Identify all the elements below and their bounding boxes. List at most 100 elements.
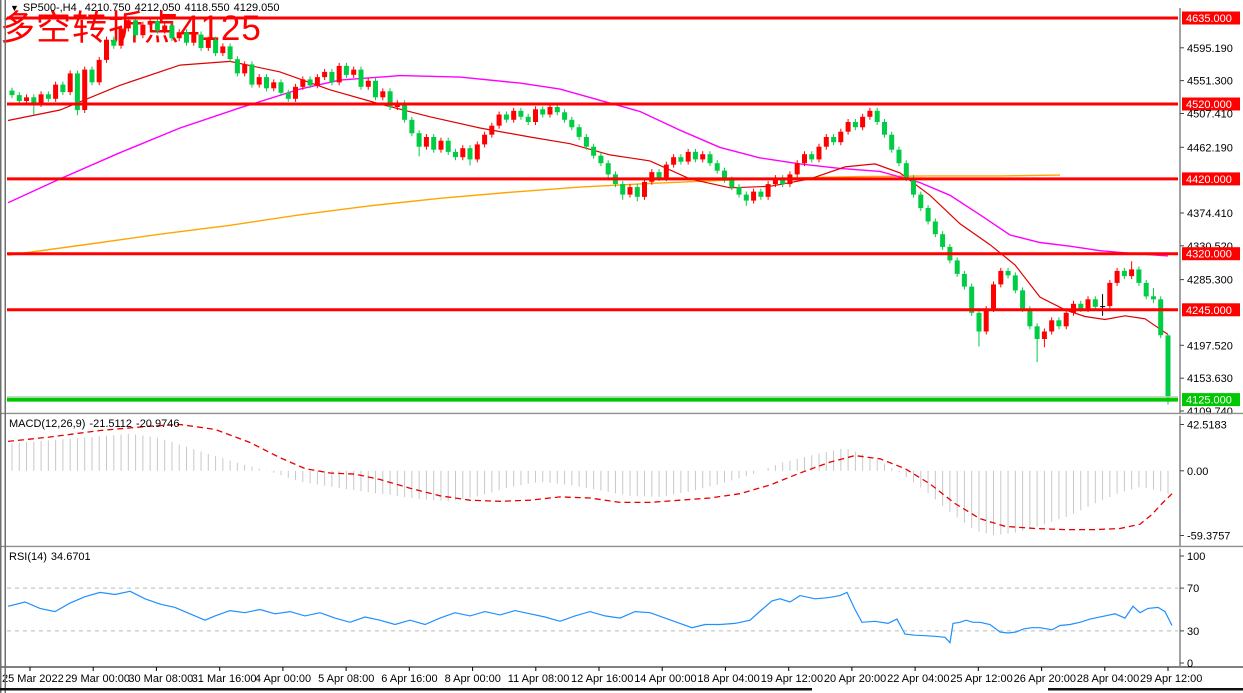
candle-body: [1129, 269, 1135, 277]
candle-body: [416, 133, 422, 147]
candle-body: [925, 208, 931, 222]
candle-body: [707, 154, 713, 164]
macd-main-value: -21.5112: [89, 418, 133, 430]
candle-body: [736, 187, 742, 195]
candle-body: [9, 90, 15, 96]
candle-body: [896, 149, 902, 164]
candle-body: [598, 155, 604, 164]
candle-body: [445, 140, 451, 152]
candle-body: [162, 25, 168, 31]
candle-body: [845, 122, 851, 132]
candle-body: [402, 103, 408, 120]
candle-body: [1136, 269, 1142, 283]
symbol-dropdown-icon[interactable]: ▼: [10, 3, 19, 13]
candle-body: [882, 122, 887, 135]
candle-body: [794, 163, 800, 175]
candle-body: [1041, 331, 1047, 339]
time-axis-label: 19 Apr 12:00: [761, 673, 823, 685]
candle-body: [976, 312, 982, 332]
ma-magenta-line: [7, 74, 1169, 257]
candle-body: [133, 20, 139, 36]
price-tag-bg: [1182, 393, 1240, 407]
candle-body: [227, 46, 233, 60]
macd-signal-line: [7, 423, 1173, 531]
candle-body: [1092, 299, 1098, 307]
candle-body: [16, 95, 22, 102]
candle-body: [1121, 270, 1127, 277]
candle-body: [438, 140, 444, 150]
candle-body: [983, 309, 989, 332]
candle-body: [569, 119, 575, 128]
macd-axis-label: 42.5183: [1187, 420, 1227, 432]
price-tag-label: 4125.000: [1186, 395, 1232, 407]
candle-body: [961, 273, 967, 287]
time-axis-label: 25 Apr 12:00: [950, 673, 1012, 685]
candle-body: [60, 84, 66, 93]
candle-body: [918, 194, 924, 209]
price-axis-label: 4595.190: [1187, 43, 1233, 55]
price-tag-label: 4320.000: [1186, 249, 1232, 261]
candle-body: [1034, 326, 1040, 339]
time-axis-label: 29 Apr 12:00: [1140, 673, 1202, 685]
chart-title-bar: ▼ SP500-,H4 4210.750 4212.050 4118.550 4129.0…: [10, 2, 283, 14]
scrollbar-thumb[interactable]: [0, 688, 812, 691]
candle-body: [140, 24, 146, 36]
price-axis-label: 4507.410: [1187, 109, 1233, 121]
candle-body: [96, 59, 102, 83]
candle-body: [1114, 270, 1120, 283]
candle-body: [656, 172, 662, 179]
price-axis-label: 4462.190: [1187, 142, 1233, 154]
candle-body: [1158, 299, 1164, 336]
time-axis-label: 6 Apr 16:00: [381, 673, 437, 685]
candle-body: [1165, 335, 1171, 397]
candle-body: [24, 97, 29, 101]
time-axis-label: 11 Apr 08:00: [508, 673, 570, 685]
candle-body: [154, 21, 160, 31]
candle-body: [1027, 309, 1033, 327]
rsi-indicator-label: RSI(14) 34.6701: [9, 551, 95, 563]
candle-body: [540, 109, 546, 115]
candle-body: [482, 134, 488, 145]
candle-body: [409, 119, 415, 134]
candle-body: [1063, 312, 1069, 327]
candle-body: [423, 137, 429, 147]
scrollbar-right-segment[interactable]: [1048, 688, 1243, 691]
time-axis-label: 5 Apr 08:00: [318, 673, 374, 685]
candle-body: [1085, 299, 1091, 309]
candle-body: [685, 151, 691, 162]
candle-body: [503, 114, 509, 120]
candle-body: [758, 191, 764, 197]
symbol-period-label: SP500-,H4: [22, 2, 77, 14]
candle-body: [700, 154, 706, 160]
candle-body: [722, 170, 727, 180]
candle-body: [1056, 320, 1062, 327]
candle-body: [714, 163, 720, 171]
candle-body: [903, 163, 909, 179]
candle-body: [205, 39, 211, 48]
time-axis-label: 14 Apr 00:00: [634, 673, 696, 685]
price-tag-label: 4420.000: [1186, 174, 1232, 186]
time-axis-label: 8 Apr 00:00: [445, 673, 501, 685]
candle-body: [678, 157, 684, 162]
time-axis-label: 31 Mar 16:00: [192, 673, 257, 685]
candle-body: [322, 71, 328, 78]
candle-body: [802, 154, 807, 164]
candle-body: [45, 94, 51, 99]
candle-body: [234, 59, 240, 74]
price-tag-bg: [1182, 97, 1240, 111]
candle-body: [634, 187, 640, 197]
candle-body: [365, 80, 371, 87]
candle-body: [1020, 290, 1026, 309]
candle-body: [663, 164, 669, 179]
candle-body: [518, 110, 524, 117]
price-tag-bg: [1182, 303, 1240, 317]
candle-body: [467, 148, 473, 160]
candle-body: [940, 234, 946, 247]
candle-body: [671, 157, 677, 165]
time-axis-label: 12 Apr 16:00: [571, 673, 633, 685]
candle-body: [1107, 282, 1113, 307]
candle-body: [358, 69, 364, 87]
candle-body: [285, 92, 291, 99]
